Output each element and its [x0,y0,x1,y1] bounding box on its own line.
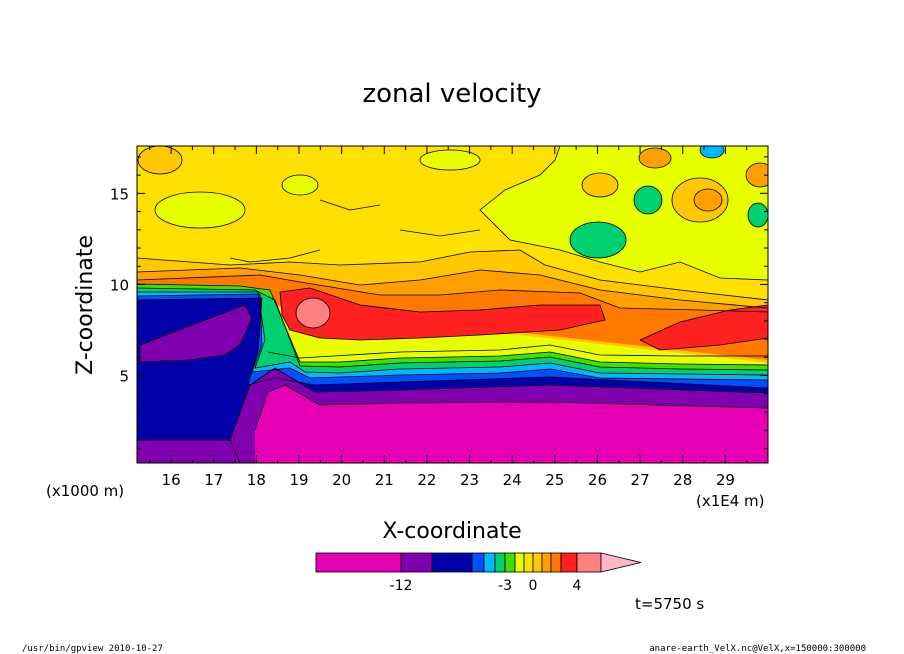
y-axis-label: Z-coordinate [73,235,98,375]
footer-left: /usr/bin/gpview 2010-10-27 [22,644,163,654]
y-axis-unit: (x1000 m) [46,482,124,500]
x-tick-label: 26 [588,471,607,489]
y-tick-label: 15 [110,185,129,203]
y-axis: 5 10 15 [110,156,768,449]
x-tick-label: 24 [503,471,522,489]
band-red [640,305,768,350]
x-tick-label: 22 [417,471,436,489]
x-tick-label: 16 [162,471,181,489]
x-tick-label: 18 [247,471,266,489]
colorbar-cell [523,552,534,573]
x-tick-label: 19 [289,471,308,489]
colorbar-cell [471,552,485,573]
colorbar-cell [576,552,602,573]
plot-frame [136,145,769,464]
band-cyan [700,146,724,158]
band-green [748,203,768,227]
contour-lines [137,146,768,463]
x-tick-label: 17 [204,471,223,489]
y-tick-label: 5 [119,368,129,386]
x-tick-label: 21 [375,471,394,489]
colorbar-cell [541,552,552,573]
band-orange [694,189,722,211]
band-orange [746,163,768,187]
colorbar-cell [400,552,433,573]
band-purple [137,440,240,463]
x-axis: 16 17 18 19 20 21 22 23 24 25 26 27 28 29 [149,146,748,489]
x-tick-label: 23 [460,471,479,489]
band-red [280,288,605,340]
time-label: t=5750 s [635,595,704,613]
x-tick-label: 25 [545,471,564,489]
x-axis-unit: (x1E4 m) [696,492,765,510]
footer-right: anare-earth_VelX.nc@VelX,x=150000:300000 [649,644,866,654]
colorbar-cell [315,552,402,573]
colorbar-cell [532,552,543,573]
band-light-yellow [155,192,245,228]
colorbar-cell [560,552,578,573]
band-light-yellow [420,150,480,170]
x-tick-label: 20 [332,471,351,489]
colorbar-tick-label: -3 [498,578,512,594]
colorbar-arrow [600,552,642,573]
colorbar-cell [494,552,506,573]
colorbar-cell [514,552,525,573]
colorbar-cell [483,552,496,573]
y-tick-label: 10 [110,276,129,294]
band-orange [639,148,671,168]
x-tick-label: 27 [631,471,650,489]
contour-field [137,146,768,463]
colorbar-cell [504,552,516,573]
chart-title: zonal velocity [362,79,541,109]
band-salmon [296,298,330,328]
colorbar-cell [550,552,562,573]
x-tick-label: 29 [716,471,735,489]
colorbar-tick-label: 0 [529,578,538,594]
band-green [570,222,626,258]
band-yellow-orange [582,173,618,197]
colorbar-tick-label: -12 [390,578,413,594]
colorbar: -12 -3 0 4 [315,552,642,594]
colorbar-tick-label: 4 [573,578,582,594]
band-purple [140,305,252,362]
x-axis-label: X-coordinate [382,519,521,544]
band-light-yellow [282,175,318,195]
x-tick-label: 28 [673,471,692,489]
band-green [634,186,662,214]
colorbar-cell [431,552,473,573]
